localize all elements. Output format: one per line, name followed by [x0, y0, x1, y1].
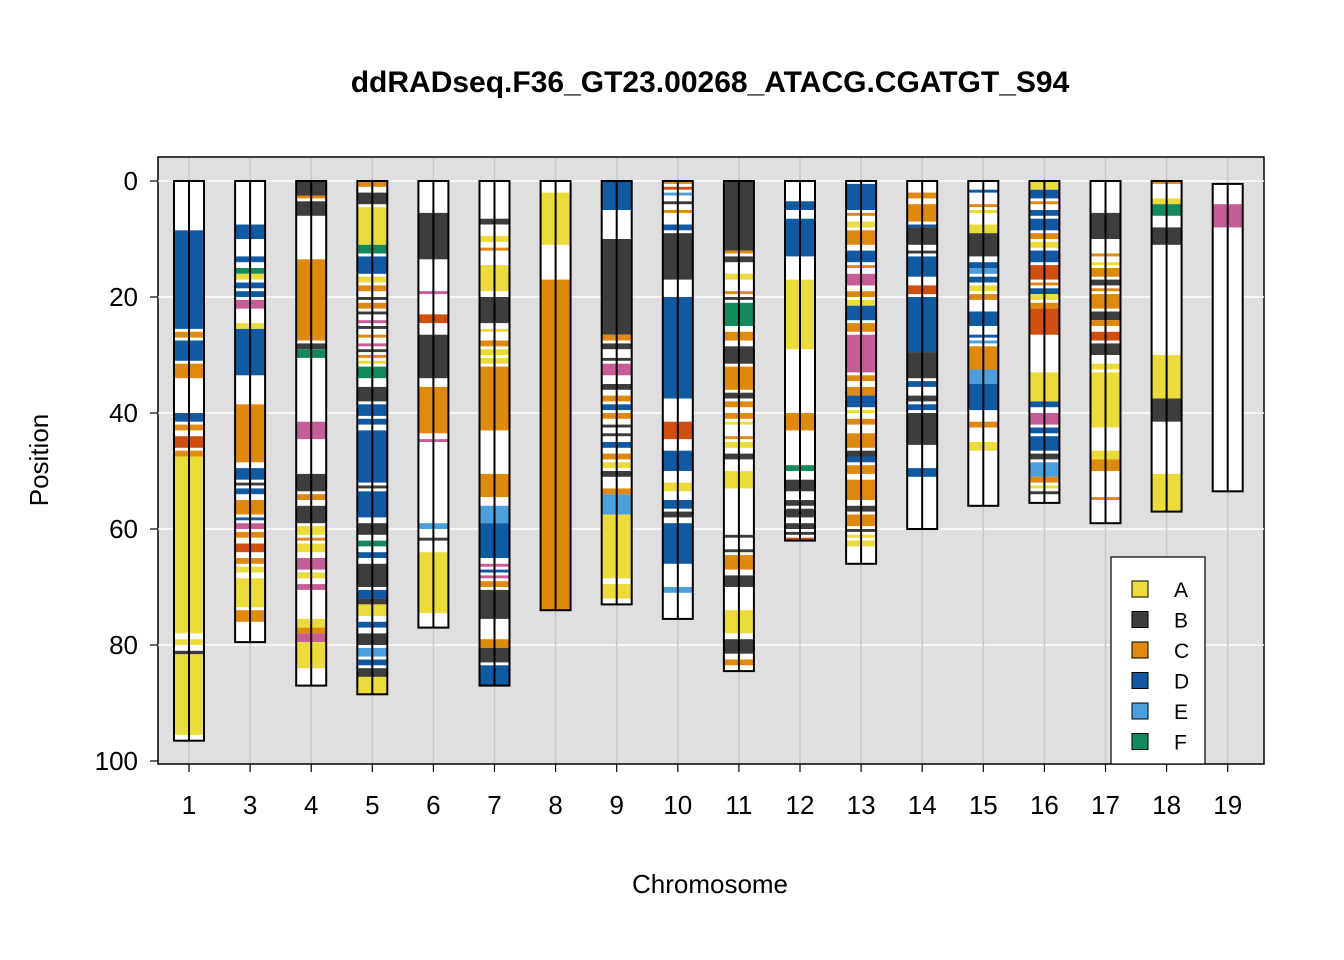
legend-label: G [1174, 762, 1190, 785]
legend-label: D [1174, 671, 1189, 694]
chromosome-19 [1211, 182, 1244, 493]
x-axis: 1 3 4 5 6 7 8 9 10 11 12 13 14 15 16 17 18 19 [182, 764, 1242, 820]
y-tick-label: 40 [109, 398, 138, 428]
chromosome-3 [234, 180, 267, 644]
chromosome-15 [967, 180, 1000, 507]
x-tick-label: 15 [969, 790, 998, 820]
chromosome-17 [1089, 180, 1122, 525]
x-tick-label: 18 [1152, 790, 1181, 820]
y-tick-label: 80 [109, 630, 138, 660]
chromosome-bars [173, 180, 1244, 742]
chromosome-11 [722, 180, 755, 673]
legend-entry-B: B [1131, 610, 1188, 633]
chromosome-6 [417, 180, 450, 629]
chart-title: ddRADseq.F36_GT23.00268_ATACG.CGATGT_S94 [351, 66, 1070, 99]
chromosome-18 [1150, 180, 1183, 513]
chromosome-10 [661, 180, 694, 620]
legend-entry-E: E [1131, 701, 1188, 724]
x-tick-label: 10 [663, 790, 692, 820]
legend-entry-F: F [1131, 732, 1187, 755]
chromosome-4 [295, 180, 328, 687]
legend-swatch [1131, 733, 1149, 750]
y-axis-title: Position [24, 414, 54, 507]
chromosome-13 [845, 180, 878, 565]
x-tick-label: 9 [609, 790, 623, 820]
legend-label: C [1174, 640, 1189, 663]
legend-swatch [1131, 641, 1149, 659]
legend-swatch [1131, 702, 1149, 720]
plot-panel [157, 156, 1265, 765]
chromosome-14 [906, 180, 939, 530]
x-tick-label: 5 [365, 790, 379, 820]
legend-label: E [1174, 701, 1188, 724]
legend-box [1110, 556, 1206, 765]
x-tick-label: 6 [426, 790, 440, 820]
x-tick-label: 11 [725, 790, 752, 820]
legend-swatch [1132, 764, 1148, 780]
x-tick-label: 8 [548, 790, 562, 820]
x-tick-label: 1 [182, 790, 196, 820]
x-tick-label: 13 [847, 790, 876, 820]
chromosome-1 [173, 180, 205, 742]
chromosome-16 [1028, 180, 1061, 504]
x-tick-label: 7 [487, 790, 501, 820]
legend-label: A [1174, 579, 1188, 602]
legend-entry-C: C [1131, 640, 1189, 663]
legend-entry-G: G [1132, 762, 1190, 785]
legend-label: B [1174, 610, 1188, 633]
y-axis: 0 20 40 60 80 100 [95, 166, 158, 776]
y-tick-label: 20 [109, 282, 138, 312]
legend-label: F [1174, 732, 1187, 755]
chromosome-7 [478, 180, 511, 687]
chromosome-5 [356, 180, 389, 696]
legend-swatch [1131, 611, 1149, 628]
x-tick-label: 3 [243, 790, 257, 820]
chromosome-8 [539, 180, 572, 612]
chromosome-9 [600, 180, 633, 606]
legend-entry-D: D [1131, 671, 1189, 694]
y-tick-label: 100 [95, 746, 138, 776]
legend-swatch [1131, 580, 1149, 598]
x-tick-label: 14 [908, 790, 937, 820]
x-tick-label: 4 [304, 790, 318, 820]
x-tick-label: 17 [1091, 790, 1120, 820]
x-tick-label: 19 [1213, 790, 1242, 820]
legend-entry-A: A [1131, 579, 1188, 602]
x-tick-label: 16 [1030, 790, 1059, 820]
legend-swatch [1131, 672, 1149, 689]
chromosome-12 [784, 180, 816, 542]
y-tick-label: 60 [109, 514, 138, 544]
x-tick-label: 12 [786, 790, 815, 820]
y-tick-label: 0 [124, 166, 138, 196]
x-axis-title: Chromosome [632, 869, 788, 899]
